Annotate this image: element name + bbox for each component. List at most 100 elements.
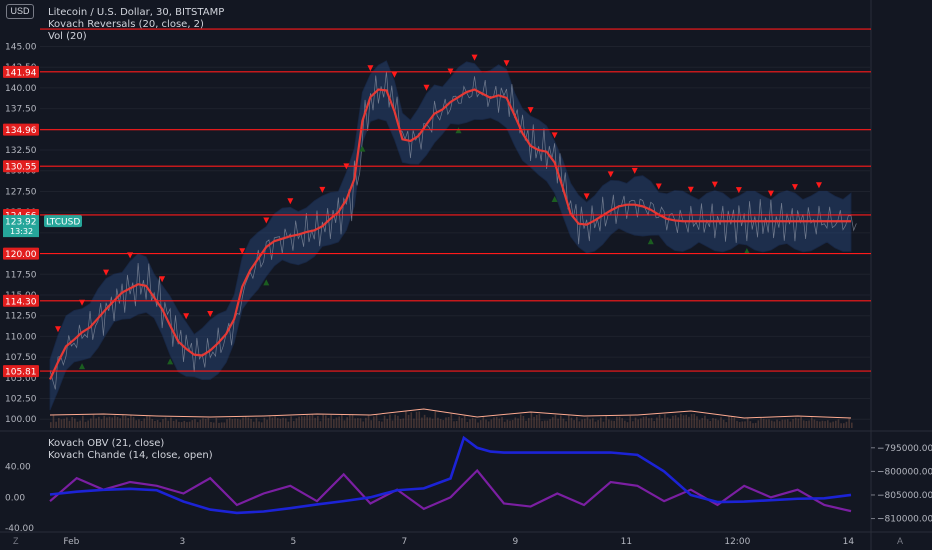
volume-bar: [498, 418, 501, 428]
volume-bar: [624, 420, 626, 428]
volume-bar: [592, 418, 594, 428]
volume-bar: [685, 414, 688, 428]
key-level-badge: [3, 160, 39, 173]
reversal-down-marker: [319, 186, 326, 193]
volume-bar: [698, 419, 701, 428]
volume-bar: [794, 417, 797, 428]
volume-bar: [600, 417, 602, 428]
volume-bar: [669, 418, 672, 428]
volume-bar: [514, 417, 517, 428]
reversal-up-marker: [647, 238, 654, 245]
reversal-ma-line: [49, 88, 851, 380]
volume-bar: [274, 416, 276, 428]
volume-bar: [207, 418, 210, 428]
volume-bar: [122, 414, 124, 428]
indicator-label-volume[interactable]: Vol (20): [48, 31, 87, 42]
volume-bar: [188, 421, 191, 428]
volume-bar: [851, 422, 853, 428]
reversal-down-marker: [391, 71, 398, 78]
time-tick-label: 11: [621, 537, 632, 547]
volume-bar: [410, 412, 413, 428]
auto-scale-button[interactable]: A: [897, 536, 904, 546]
volume-bar: [490, 419, 493, 428]
volume-bar: [127, 417, 130, 428]
volume-bar: [426, 417, 429, 428]
volume-bar: [175, 419, 178, 428]
volume-bar: [119, 418, 122, 428]
volume-bar: [418, 411, 421, 428]
price-tick-label: 117.50: [5, 270, 37, 280]
volume-bar: [738, 422, 741, 428]
volume-bar: [212, 422, 215, 428]
reversal-up-marker: [167, 358, 174, 365]
volume-bar: [66, 417, 68, 428]
indicator-label-obv[interactable]: Kovach OBV (21, close): [48, 438, 165, 449]
volume-bar: [178, 421, 180, 428]
volume-bar: [199, 419, 202, 428]
volume-bar: [231, 419, 234, 428]
volume-bar: [578, 421, 581, 428]
volume-bar: [292, 421, 295, 428]
volume-bar: [453, 421, 455, 428]
price-tick-label: 112.50: [5, 312, 37, 322]
volume-bar: [717, 420, 720, 428]
reversal-down-marker: [583, 193, 590, 200]
price-tick-label: 140.00: [5, 84, 37, 94]
volume-bar: [415, 411, 418, 428]
volume-bar: [204, 418, 207, 428]
reversal-down-marker: [631, 167, 638, 174]
time-tick-label: 5: [290, 537, 296, 547]
volume-bar: [338, 416, 340, 428]
reversal-down-marker: [239, 248, 246, 255]
volume-bar: [666, 417, 669, 428]
volume-bar: [629, 415, 631, 428]
volume-bar: [688, 416, 690, 428]
volume-bar: [92, 414, 95, 428]
volume-bar: [63, 418, 65, 428]
volume-bar: [394, 414, 397, 428]
indicator-label-chande[interactable]: Kovach Chande (14, close, open): [48, 450, 213, 461]
volume-bar: [370, 420, 372, 428]
volatility-band: [49, 60, 852, 411]
reversal-down-marker: [767, 190, 774, 197]
reversal-down-marker: [287, 198, 294, 205]
volume-bar: [196, 422, 199, 428]
volume-bar: [543, 420, 546, 428]
volume-bar: [530, 412, 533, 428]
reversal-down-marker: [423, 84, 430, 91]
volume-bar: [319, 421, 322, 428]
indicator-label-reversals[interactable]: Kovach Reversals (20, close, 2): [48, 19, 204, 30]
price-tick-label: 127.50: [5, 187, 37, 197]
volume-bar: [50, 422, 52, 428]
volume-bar: [549, 419, 551, 428]
volume-bar: [517, 418, 519, 428]
reversal-down-marker: [655, 183, 662, 190]
volume-bar: [749, 421, 752, 428]
price-tick-label: 102.50: [5, 395, 37, 405]
volume-bar: [60, 419, 63, 428]
volume-bar: [351, 414, 354, 428]
volume-bar: [58, 418, 60, 428]
volume-bar: [228, 418, 231, 428]
volume-bar: [215, 418, 218, 428]
currency-badge[interactable]: USD: [6, 4, 34, 19]
volume-bar: [284, 418, 287, 428]
volume-bar: [114, 415, 116, 428]
volume-bar: [55, 421, 57, 428]
volume-bar: [495, 417, 498, 428]
volume-bar: [407, 414, 410, 428]
key-level-label: 105.81: [5, 368, 37, 378]
main-legend: Litecoin / U.S. Dollar, 30, BITSTAMP Kov…: [48, 7, 224, 43]
oscillator-tick-label: 0.00: [5, 493, 25, 503]
zoom-button[interactable]: Z: [13, 536, 19, 546]
volume-bar: [565, 421, 567, 428]
volume-bar: [346, 417, 348, 428]
volume-bar: [733, 417, 736, 428]
volume-bar: [87, 420, 89, 428]
volume-bar: [383, 415, 386, 428]
volume-bar: [559, 415, 562, 428]
volume-bar: [829, 422, 832, 428]
volume-bar: [170, 417, 172, 428]
